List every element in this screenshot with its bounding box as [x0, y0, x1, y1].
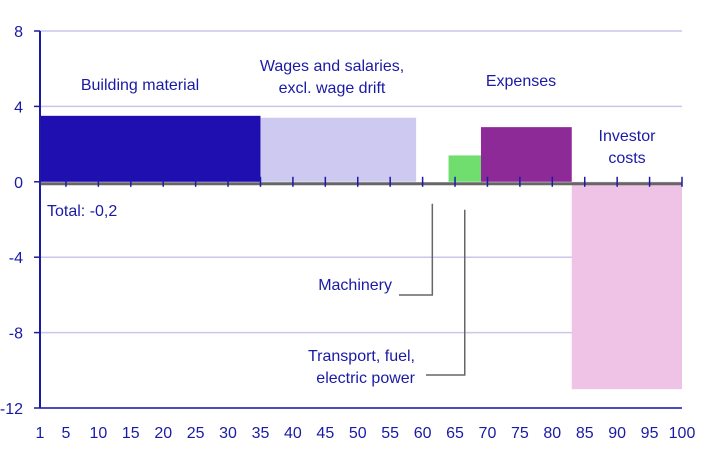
x-tick-label: 40 — [284, 425, 302, 442]
total-annotation: Total: -0,2 — [47, 203, 117, 220]
x-tick-label: 45 — [316, 425, 334, 442]
x-tick-label: 65 — [446, 425, 464, 442]
bar-segment-4 — [480, 127, 572, 182]
segment-label: Investor — [599, 128, 657, 145]
x-tick-label: 90 — [608, 425, 626, 442]
x-tick-label: 20 — [154, 425, 172, 442]
x-tick-label: 35 — [252, 425, 270, 442]
x-tick-label: 75 — [511, 425, 529, 442]
x-tick-label: 50 — [349, 425, 367, 442]
x-tick-label: 95 — [641, 425, 659, 442]
segment-label: Transport, fuel, — [308, 348, 415, 365]
x-tick-label: 1 — [36, 425, 45, 442]
x-tick-label: 85 — [576, 425, 594, 442]
x-tick-label: 70 — [479, 425, 497, 442]
y-tick-label: -8 — [9, 326, 23, 343]
axes — [34, 30, 683, 409]
x-tick-label: 5 — [61, 425, 70, 442]
bar-segment-1 — [260, 117, 417, 182]
y-tick-label: 4 — [14, 99, 23, 116]
bar-segments — [40, 115, 682, 390]
x-tick-label: 30 — [219, 425, 237, 442]
segment-label: Expenses — [486, 73, 556, 90]
segment-label: costs — [608, 150, 645, 167]
x-tick-label: 25 — [187, 425, 205, 442]
y-tick-labels: -12 -8 -4 0 4 8 — [0, 24, 23, 418]
y-tick-label: -12 — [0, 401, 23, 418]
segment-label: Building material — [81, 77, 199, 94]
x-tick-label: 100 — [669, 425, 696, 442]
x-tick-label: 55 — [381, 425, 399, 442]
bar-segment-0 — [40, 115, 261, 182]
y-tick-label: -4 — [9, 250, 23, 267]
leader-line-machinery — [399, 203, 434, 296]
leader-line-transport — [426, 209, 466, 376]
segment-label: electric power — [316, 370, 415, 387]
y-tick-label: 8 — [14, 24, 23, 41]
segment-label: Wages and salaries, — [260, 58, 404, 75]
segment-label: Machinery — [318, 277, 392, 294]
x-tick-labels: 1 5 10 15 20 25 30 35 40 45 50 55 60 65 70 75 80 85 90 95 10… — [36, 425, 696, 442]
leader-lines — [399, 203, 466, 376]
x-tick-label: 80 — [543, 425, 561, 442]
x-tick-label: 60 — [414, 425, 432, 442]
bar-segment-5 — [571, 181, 682, 390]
x-tick-label: 10 — [89, 425, 107, 442]
y-tick-label: 0 — [14, 175, 23, 192]
segment-labels: Building material Wages and salaries, excl… — [81, 58, 656, 387]
segment-label: excl. wage drift — [279, 80, 386, 97]
bar-segment-3 — [448, 155, 481, 182]
x-tick-label: 15 — [122, 425, 140, 442]
